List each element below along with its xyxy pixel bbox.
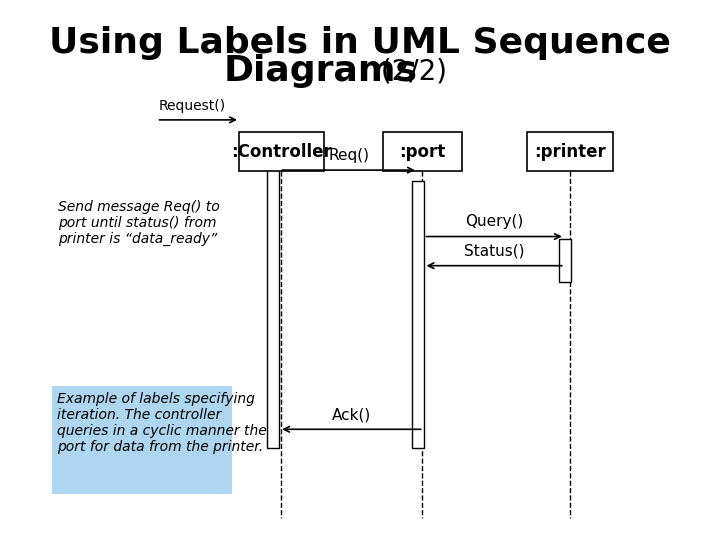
Bar [238,132,324,171]
Bar [412,181,423,448]
Text: Status(): Status() [464,244,524,259]
Text: Using Labels in UML Sequence: Using Labels in UML Sequence [49,26,671,60]
Text: Req(): Req() [328,148,369,163]
Text: :printer: :printer [534,143,606,161]
Bar [268,162,279,448]
Text: (2/2): (2/2) [372,57,446,85]
Text: Request(): Request() [158,99,225,113]
Bar [559,239,571,282]
Text: Send message Req() to
port until status() from
printer is “data_ready”: Send message Req() to port until status(… [58,200,220,246]
Bar [527,132,613,171]
Text: Query(): Query() [465,214,523,230]
Text: Diagrams: Diagrams [224,55,418,88]
Text: :port: :port [399,143,446,161]
Bar [383,132,462,171]
Text: Ack(): Ack() [332,407,371,422]
Bar [52,386,232,494]
Text: Example of labels specifying
iteration. The controller
queries in a cyclic manne: Example of labels specifying iteration. … [57,392,266,454]
Text: :Controller: :Controller [231,143,332,161]
